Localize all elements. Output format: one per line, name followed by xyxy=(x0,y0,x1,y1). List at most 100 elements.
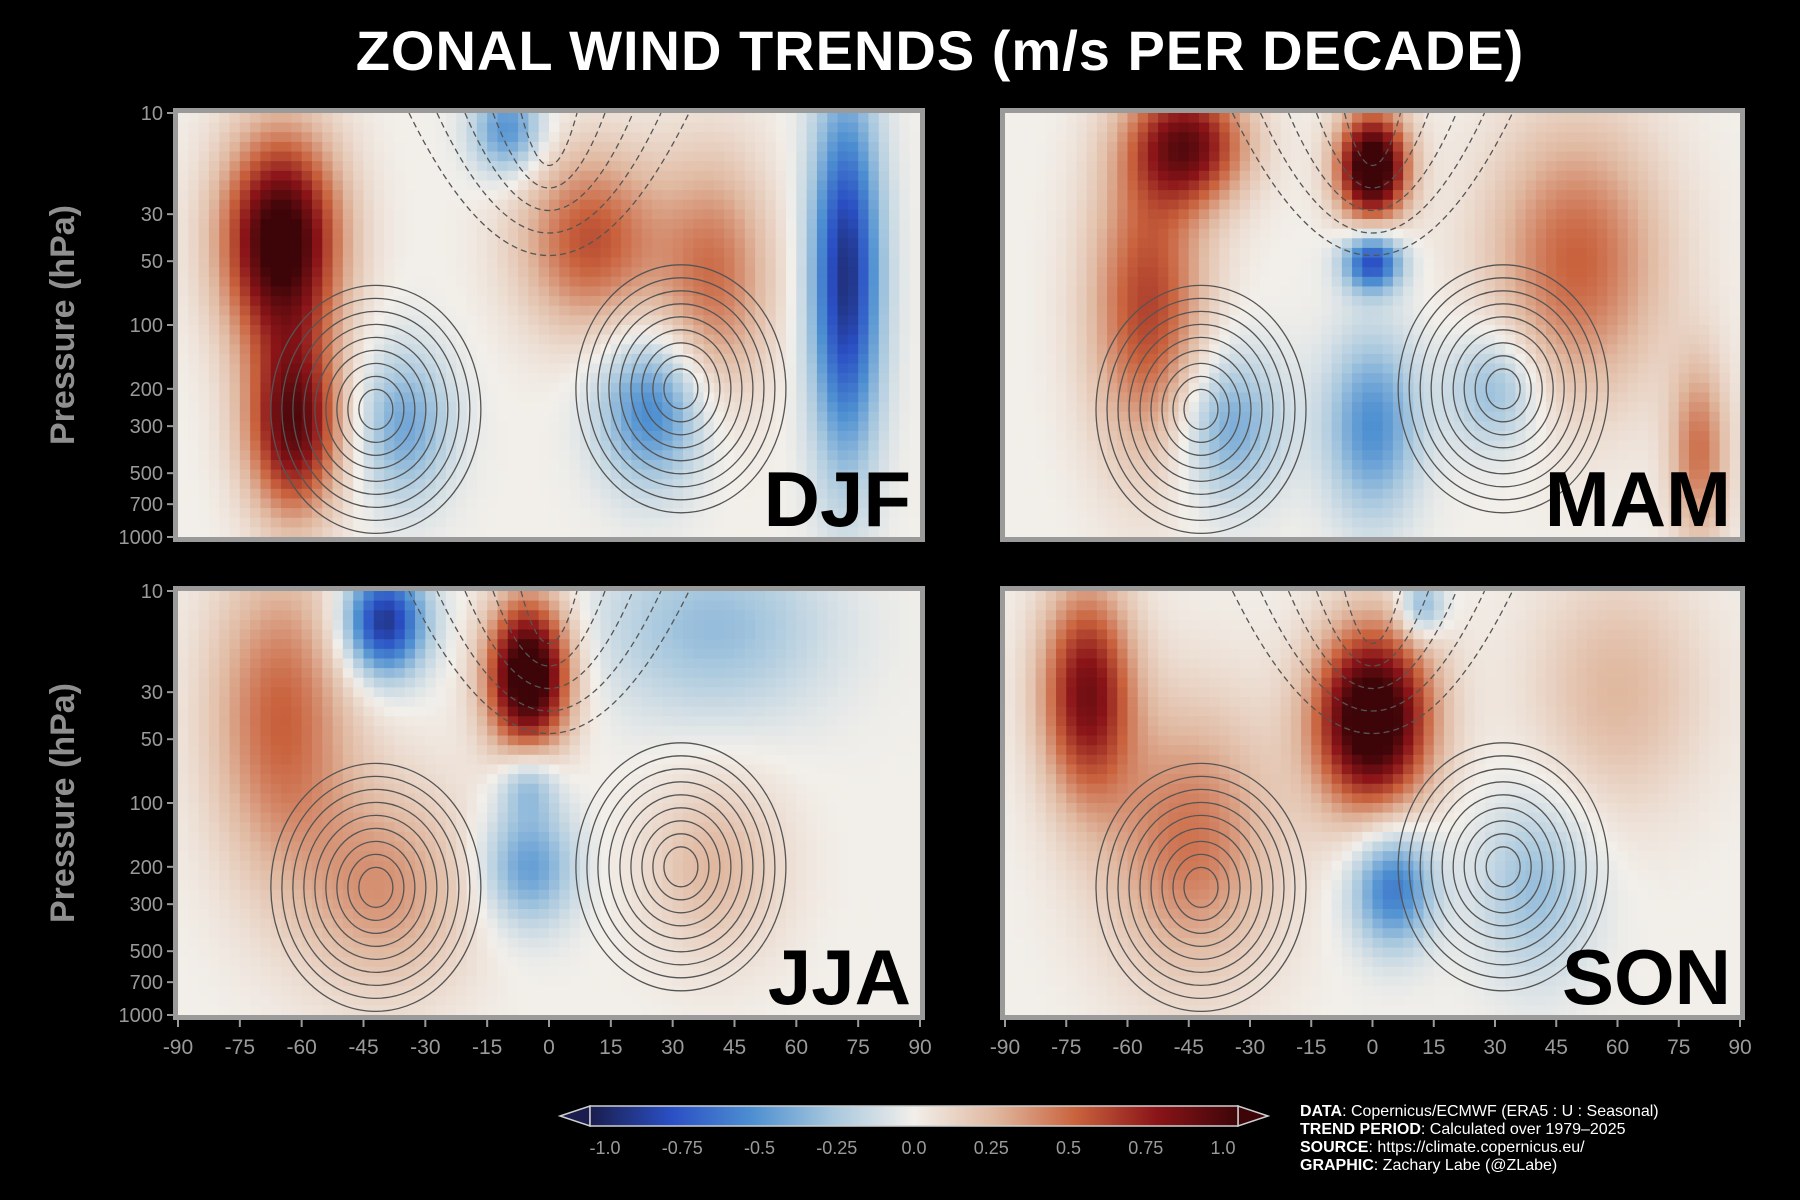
heat-cell xyxy=(1372,488,1384,500)
y-tick-label: 500 xyxy=(130,941,163,963)
heat-cell xyxy=(178,373,189,384)
heat-cell xyxy=(786,190,797,201)
heat-cell xyxy=(1250,219,1261,230)
heat-cell xyxy=(260,209,272,220)
heat-cell xyxy=(806,334,818,345)
heat-cell xyxy=(497,373,509,384)
heat-cell xyxy=(816,180,828,191)
heat-cell xyxy=(178,363,189,374)
heat-cell xyxy=(579,267,591,278)
heat-cell xyxy=(538,276,550,288)
heat-cell xyxy=(219,228,231,239)
heat-cell xyxy=(847,219,859,230)
heat-cell xyxy=(600,276,612,288)
heat-cell xyxy=(1127,325,1139,336)
heat-cell xyxy=(1341,122,1353,133)
heat-cell xyxy=(1076,431,1088,442)
heat-cell xyxy=(538,219,550,230)
heat-cell xyxy=(373,132,385,143)
heat-cell xyxy=(744,431,756,442)
heat-cell xyxy=(1321,296,1333,307)
heat-cell xyxy=(621,479,633,490)
heat-cell xyxy=(229,286,241,297)
heat-cell xyxy=(353,488,365,500)
heat-cell xyxy=(219,247,231,259)
heat-cell xyxy=(178,122,189,133)
heat-cell xyxy=(291,459,303,471)
heat-cell xyxy=(724,325,736,336)
heat-cell xyxy=(1045,334,1057,345)
heat-cell xyxy=(878,498,890,509)
heat-cell xyxy=(600,527,612,537)
heat-cell xyxy=(435,315,447,326)
heat-cell xyxy=(1301,421,1312,432)
heat-cell xyxy=(837,325,849,336)
heat-cell xyxy=(456,334,468,345)
heat-cell xyxy=(693,363,705,374)
heat-cell xyxy=(1045,382,1057,394)
heat-cell xyxy=(507,421,519,432)
heat-cell xyxy=(806,450,818,461)
heat-cell xyxy=(1127,286,1139,297)
heat-cell xyxy=(579,325,591,336)
heat-cell xyxy=(1117,498,1129,509)
heat-cell xyxy=(1209,190,1220,201)
heat-cell xyxy=(744,508,756,519)
heat-cell xyxy=(775,488,787,500)
heat-cell xyxy=(1168,402,1180,413)
heat-cell xyxy=(219,305,231,316)
heat-cell xyxy=(1280,315,1292,326)
heat-cell xyxy=(662,180,674,191)
heat-cell xyxy=(724,180,736,191)
heat-cell xyxy=(260,180,272,191)
heat-cell xyxy=(1352,411,1363,422)
heat-cell xyxy=(1260,209,1272,220)
heat-cell xyxy=(394,180,406,191)
heat-cell xyxy=(1147,305,1159,316)
heat-cell xyxy=(765,450,777,461)
heat-cell xyxy=(281,488,292,500)
heat-cell xyxy=(476,170,488,182)
heat-cell xyxy=(301,373,313,384)
heat-cell xyxy=(1188,469,1200,480)
heat-cell xyxy=(1301,440,1312,451)
heat-cell xyxy=(507,267,519,278)
heat-cell xyxy=(229,296,241,307)
heat-cell xyxy=(1301,113,1312,124)
heat-cell xyxy=(384,402,396,413)
heat-cell xyxy=(1066,122,1078,133)
heat-cell xyxy=(322,190,334,201)
heat-cell xyxy=(301,305,313,316)
heat-cell xyxy=(909,508,920,519)
heat-cell xyxy=(239,219,251,230)
heat-cell xyxy=(837,122,849,133)
heat-cell xyxy=(786,247,797,259)
heat-cell xyxy=(384,161,396,172)
heat-cell xyxy=(384,247,396,259)
heat-cell xyxy=(744,334,756,345)
heat-cell xyxy=(1372,344,1384,355)
heat-cell xyxy=(342,488,354,500)
heat-cell xyxy=(1035,238,1047,249)
heat-cell xyxy=(579,527,591,537)
heat-cell xyxy=(435,132,447,143)
heat-cell xyxy=(518,209,529,220)
heat-cell xyxy=(270,122,282,133)
heat-cell xyxy=(518,488,529,500)
heat-cell xyxy=(363,479,375,490)
heat-cell xyxy=(353,479,365,490)
heat-cell xyxy=(1198,161,1210,172)
heat-cell xyxy=(1301,527,1312,537)
heat-cell xyxy=(229,450,241,461)
heat-cell xyxy=(1096,257,1108,268)
y-tick-label: 1000 xyxy=(119,1005,164,1027)
heat-cell xyxy=(1331,402,1343,413)
heat-cell xyxy=(1066,238,1078,249)
heat-cell xyxy=(1392,353,1404,365)
heat-cell xyxy=(631,440,643,451)
heat-cell xyxy=(291,113,303,124)
heat-cell xyxy=(775,296,787,307)
heat-cell xyxy=(353,209,365,220)
heat-cell xyxy=(1260,286,1272,297)
heat-cell xyxy=(662,325,674,336)
